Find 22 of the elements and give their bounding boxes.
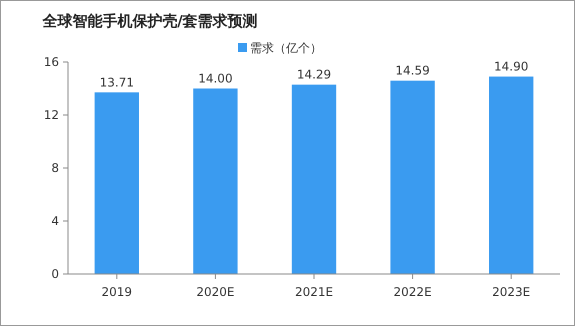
y-tick-label: 12	[44, 108, 59, 122]
legend-label: 需求（亿个）	[250, 41, 322, 55]
y-tick-label: 0	[51, 267, 59, 281]
text: 14.59	[395, 64, 430, 78]
chart-title: 全球智能手机保护壳/套需求预测	[41, 12, 258, 30]
y-tick-label: 16	[44, 55, 59, 69]
x-tick-label: 2023E	[492, 285, 530, 299]
text: 14.00	[198, 72, 233, 86]
text: 13.71	[100, 75, 134, 90]
x-tick-label: 2019	[102, 285, 132, 299]
x-tick-label: 2020E	[196, 285, 234, 299]
bar	[489, 76, 534, 274]
y-tick-label: 8	[51, 161, 59, 175]
text: 14.90	[494, 60, 528, 74]
text: 14.29	[296, 68, 332, 82]
bar	[94, 92, 139, 274]
bar	[390, 80, 435, 274]
x-tick-label: 2022E	[394, 285, 432, 299]
y-tick-label: 4	[51, 214, 59, 228]
bar	[292, 84, 336, 274]
bar	[193, 88, 238, 274]
x-tick-label: 2021E	[294, 285, 334, 299]
